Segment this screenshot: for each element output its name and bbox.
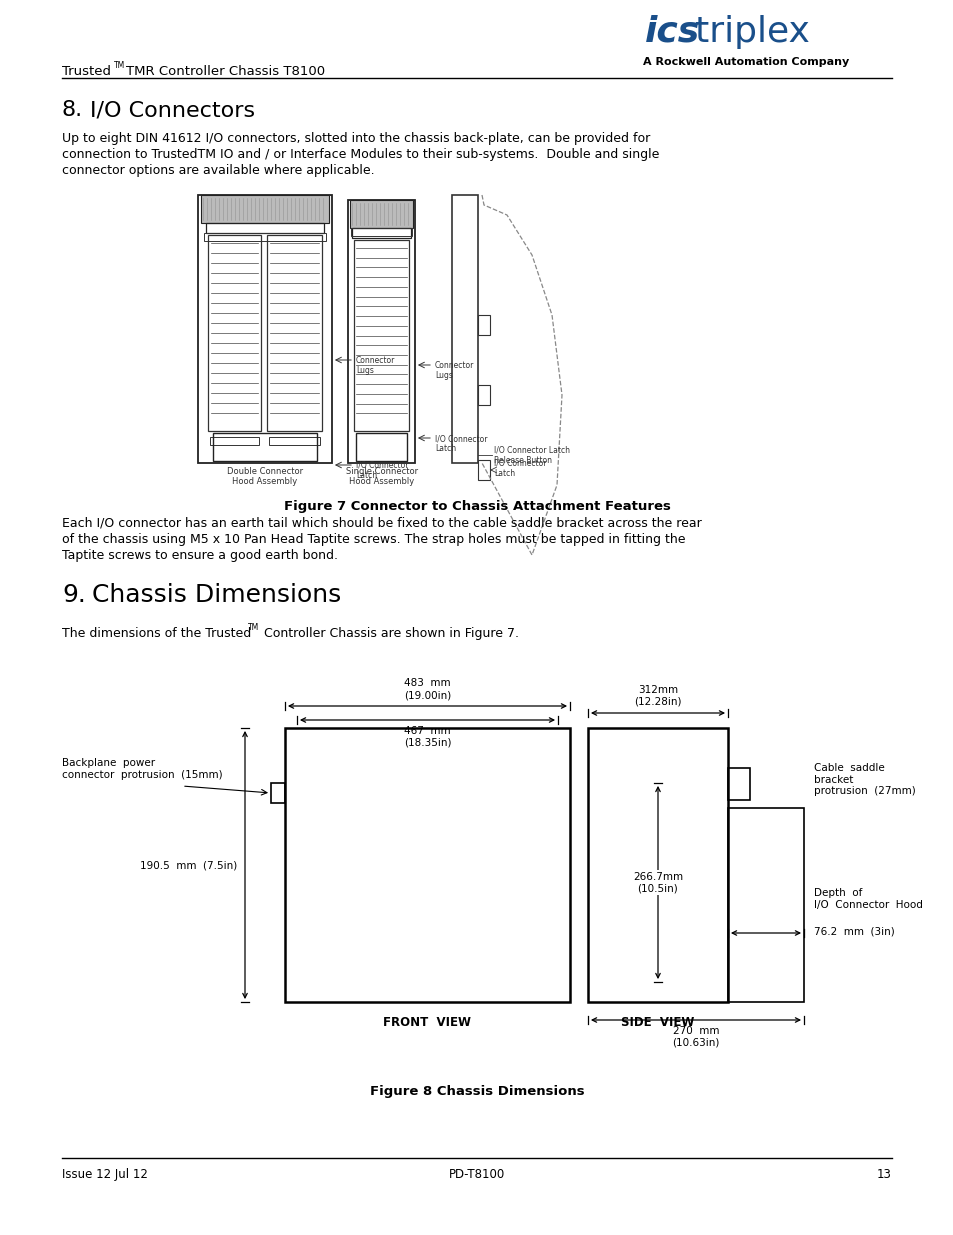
Text: Each I/O connector has an earth tail which should be fixed to the cable saddle b: Each I/O connector has an earth tail whi…: [62, 517, 701, 530]
Bar: [198, 195, 332, 463]
Bar: [727, 808, 803, 1002]
Text: 13: 13: [876, 1168, 891, 1181]
Text: Up to eight DIN 41612 I/O connectors, slotted into the chassis back-plate, can b: Up to eight DIN 41612 I/O connectors, sl…: [62, 132, 650, 144]
Text: 467  mm
(18.35in): 467 mm (18.35in): [403, 726, 451, 747]
Bar: [352, 228, 411, 238]
Text: Issue 12 Jul 12: Issue 12 Jul 12: [62, 1168, 148, 1181]
Text: I/O Connector Latch
Release Button: I/O Connector Latch Release Button: [494, 446, 569, 464]
Text: Cable  saddle
bracket
protrusion  (27mm): Cable saddle bracket protrusion (27mm): [813, 763, 915, 797]
Text: Chassis Dimensions: Chassis Dimensions: [91, 583, 341, 606]
Text: triplex: triplex: [695, 15, 809, 49]
Text: 266.7mm
(10.5in): 266.7mm (10.5in): [632, 872, 682, 893]
Text: 9.: 9.: [62, 583, 86, 606]
Bar: [477, 459, 490, 480]
Text: A Rockwell Automation Company: A Rockwell Automation Company: [642, 57, 848, 67]
Bar: [210, 437, 258, 445]
Bar: [477, 315, 490, 335]
Bar: [204, 233, 326, 241]
Text: I/O Connector
Latch: I/O Connector Latch: [494, 458, 546, 478]
Bar: [587, 727, 727, 1002]
Text: Figure 7 Connector to Chassis Attachment Features: Figure 7 Connector to Chassis Attachment…: [283, 500, 670, 513]
Bar: [727, 768, 749, 800]
Text: 312mm
(12.28in): 312mm (12.28in): [634, 685, 681, 706]
Bar: [285, 727, 569, 1002]
Text: PD-T8100: PD-T8100: [449, 1168, 504, 1181]
Text: SIDE  VIEW: SIDE VIEW: [620, 1016, 694, 1029]
Text: Connector
Lugs: Connector Lugs: [355, 356, 395, 375]
Text: Connector
Lugs: Connector Lugs: [435, 361, 474, 380]
Text: The dimensions of the Trusted: The dimensions of the Trusted: [62, 627, 251, 640]
Text: Trusted: Trusted: [62, 65, 111, 78]
Bar: [348, 200, 415, 463]
Text: I/O Connectors: I/O Connectors: [90, 100, 254, 120]
Text: TM: TM: [248, 622, 259, 632]
Bar: [350, 200, 413, 228]
Bar: [269, 437, 319, 445]
Text: 8.: 8.: [62, 100, 83, 120]
Text: 270  mm
(10.63in): 270 mm (10.63in): [672, 1026, 719, 1047]
Bar: [271, 783, 285, 803]
Text: 483  mm
(19.00in): 483 mm (19.00in): [403, 678, 451, 700]
Bar: [351, 228, 412, 236]
Text: Double Connector
Hood Assembly: Double Connector Hood Assembly: [227, 467, 303, 487]
Text: 190.5  mm  (7.5in): 190.5 mm (7.5in): [139, 860, 236, 869]
Text: Depth  of
I/O  Connector  Hood: Depth of I/O Connector Hood: [813, 888, 922, 910]
Bar: [267, 235, 322, 431]
Text: connector options are available where applicable.: connector options are available where ap…: [62, 164, 375, 177]
Text: I/O Connector
Latch: I/O Connector Latch: [355, 461, 408, 480]
Bar: [452, 195, 477, 463]
Text: of the chassis using M5 x 10 Pan Head Taptite screws. The strap holes must be ta: of the chassis using M5 x 10 Pan Head Ta…: [62, 534, 685, 546]
Bar: [477, 385, 490, 405]
Text: Controller Chassis are shown in Figure 7.: Controller Chassis are shown in Figure 7…: [260, 627, 518, 640]
Text: TM: TM: [113, 61, 125, 70]
Text: Figure 8 Chassis Dimensions: Figure 8 Chassis Dimensions: [370, 1086, 583, 1098]
Text: 76.2  mm  (3in): 76.2 mm (3in): [813, 926, 894, 936]
Text: TMR Controller Chassis T8100: TMR Controller Chassis T8100: [126, 65, 325, 78]
Bar: [201, 195, 329, 224]
Bar: [208, 235, 261, 431]
Text: FRONT  VIEW: FRONT VIEW: [383, 1016, 471, 1029]
Text: connection to TrustedTM IO and / or Interface Modules to their sub-systems.  Dou: connection to TrustedTM IO and / or Inte…: [62, 148, 659, 161]
Bar: [354, 240, 409, 431]
Bar: [355, 433, 407, 461]
Text: Taptite screws to ensure a good earth bond.: Taptite screws to ensure a good earth bo…: [62, 550, 337, 562]
Text: Single Connector
Hood Assembly: Single Connector Hood Assembly: [346, 467, 417, 487]
Text: ics: ics: [644, 15, 700, 49]
Text: Backplane  power
connector  protrusion  (15mm): Backplane power connector protrusion (15…: [62, 758, 222, 779]
Bar: [206, 224, 324, 233]
Text: I/O Connector
Latch: I/O Connector Latch: [435, 433, 487, 453]
Bar: [213, 433, 316, 461]
